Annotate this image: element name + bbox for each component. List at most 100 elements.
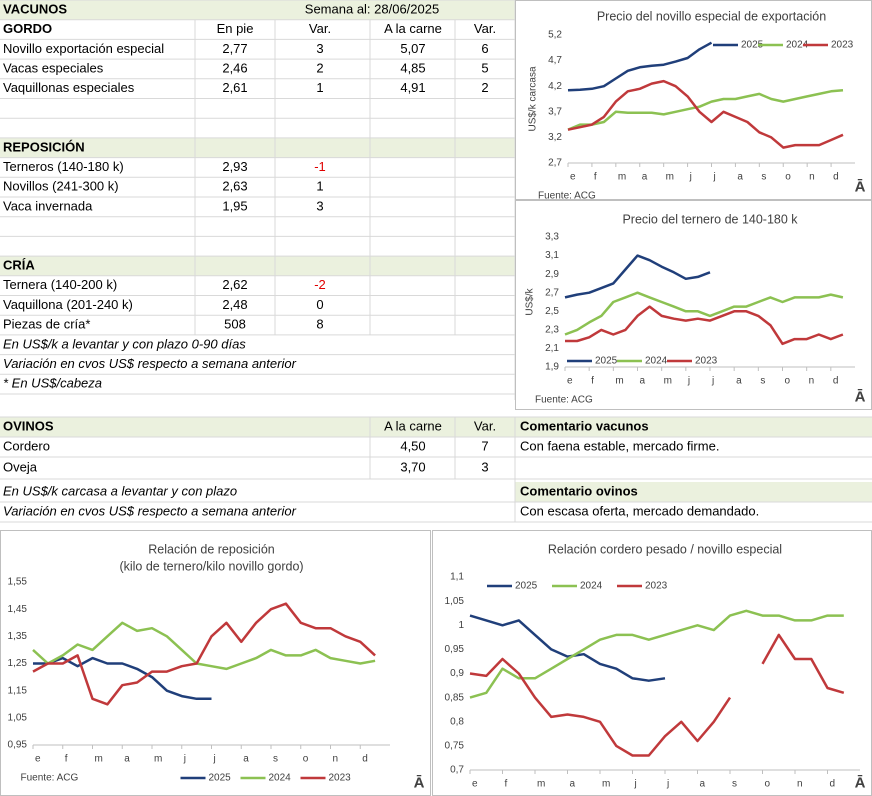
y-tick-label: 2,3 (545, 324, 559, 335)
chart-subtitle: (kilo de ternero/kilo novillo gordo) (119, 559, 303, 573)
cell: 6 (481, 41, 488, 56)
row-label: Novillo exportación especial (3, 41, 164, 56)
y-tick-label: 1,05 (445, 596, 465, 607)
x-tick-label: e (567, 376, 573, 387)
week-label: Semana al: 28/06/2025 (305, 1, 439, 16)
x-tick-label: n (333, 754, 339, 765)
y-tick-label: 1,45 (8, 604, 28, 615)
series-line (567, 79, 844, 149)
x-tick-label: a (642, 172, 648, 183)
y-tick-label: 1,55 (8, 577, 28, 588)
y-tick-label: 2,7 (545, 287, 559, 298)
corner-mark: Ā (855, 774, 866, 791)
section-band (515, 482, 872, 502)
x-tick-label: j (213, 754, 216, 765)
source: Fuente: ACG (538, 191, 596, 202)
row-label: Novillos (241-300 k) (3, 179, 119, 194)
x-tick-label: m (615, 376, 623, 387)
x-tick-label: m (154, 754, 162, 765)
x-tick-label: d (833, 376, 839, 387)
source: Fuente: ACG (535, 395, 593, 406)
table-title: VACUNOS (3, 1, 67, 16)
y-tick-label: 3,7 (548, 106, 562, 117)
x-tick-label: a (124, 754, 130, 765)
comment-text: Con escasa oferta, mercado demandado. (520, 503, 759, 518)
note: En US$/k a levantar y con plazo 0-90 día… (3, 336, 246, 351)
section-band (0, 0, 515, 20)
note: En US$/k carcasa a levantar y con plazo (3, 483, 237, 498)
x-tick-label: s (732, 779, 737, 790)
series-line (564, 254, 711, 299)
note: Variación en cvos US$ respecto a semana … (3, 503, 297, 518)
cell: 508 (224, 317, 246, 332)
x-tick-label: m (618, 172, 626, 183)
column-header: Var. (474, 418, 496, 433)
x-tick-label: s (273, 754, 278, 765)
cell: 2,93 (222, 159, 247, 174)
note: * En US$/cabeza (3, 376, 102, 391)
cell: 3,70 (400, 459, 425, 474)
x-tick-label: a (737, 172, 743, 183)
x-tick-label: m (95, 754, 103, 765)
cell: 2,62 (222, 277, 247, 292)
x-tick-label: n (809, 172, 815, 183)
column-header: A la carne (384, 21, 442, 36)
y-tick-label: 4,7 (548, 55, 562, 66)
x-tick-label: d (830, 779, 836, 790)
cell: 2,63 (222, 179, 247, 194)
y-tick-label: 0,9 (450, 668, 464, 679)
cell: 5,07 (400, 41, 425, 56)
x-tick-label: o (303, 754, 309, 765)
section-title: GORDO (3, 21, 52, 36)
row-label: Terneros (140-180 k) (3, 159, 124, 174)
chart-title: Precio del novillo especial de exportaci… (597, 9, 826, 23)
row-label: Vacas especiales (3, 61, 104, 76)
cell: 4,85 (400, 61, 425, 76)
cell: 3 (481, 459, 488, 474)
y-tick-label: 0,95 (445, 644, 465, 655)
y-tick-label: 2,5 (545, 306, 559, 317)
legend-label: 2025 (209, 773, 232, 784)
cell: -2 (314, 277, 326, 292)
x-tick-label: j (713, 172, 716, 183)
section-band (0, 417, 872, 437)
cell: 2,48 (222, 297, 247, 312)
series-line (32, 621, 376, 671)
legend-label: 2023 (831, 40, 854, 51)
section-title: CRÍA (3, 258, 35, 273)
series-line (567, 89, 844, 131)
x-tick-label: n (797, 779, 803, 790)
legend-label: 2024 (269, 773, 292, 784)
y-axis-label: US$/k carcasa (528, 66, 539, 131)
x-tick-label: e (570, 172, 576, 183)
x-tick-label: o (785, 376, 791, 387)
legend-label: 2024 (645, 356, 668, 367)
x-tick-label: j (711, 376, 714, 387)
comment-text: Con faena estable, mercado firme. (520, 438, 719, 453)
y-tick-label: 4,2 (548, 81, 562, 92)
x-tick-label: m (602, 779, 610, 790)
cell: 1,95 (222, 198, 247, 213)
series-line (565, 305, 844, 346)
legend-label: 2023 (695, 356, 718, 367)
cell: 4,91 (400, 80, 425, 95)
x-tick-label: a (570, 779, 576, 790)
cell: 2 (481, 80, 488, 95)
legend-label: 2023 (645, 581, 668, 592)
note: Variación en cvos US$ respecto a semana … (3, 356, 297, 371)
y-tick-label: 0,7 (450, 765, 464, 776)
legend-label: 2025 (595, 356, 618, 367)
y-tick-label: 3,2 (548, 132, 562, 143)
legend-label: 2025 (515, 581, 538, 592)
y-tick-label: 1 (458, 620, 464, 631)
cell: 4,50 (400, 438, 425, 453)
y-axis-label: US$/k (525, 287, 536, 315)
cell: 3 (316, 198, 323, 213)
x-tick-label: d (362, 754, 368, 765)
series-line (469, 633, 845, 757)
row-label: Oveja (3, 459, 38, 474)
cell: 2,46 (222, 61, 247, 76)
cell: 8 (316, 317, 323, 332)
x-tick-label: n (809, 376, 815, 387)
